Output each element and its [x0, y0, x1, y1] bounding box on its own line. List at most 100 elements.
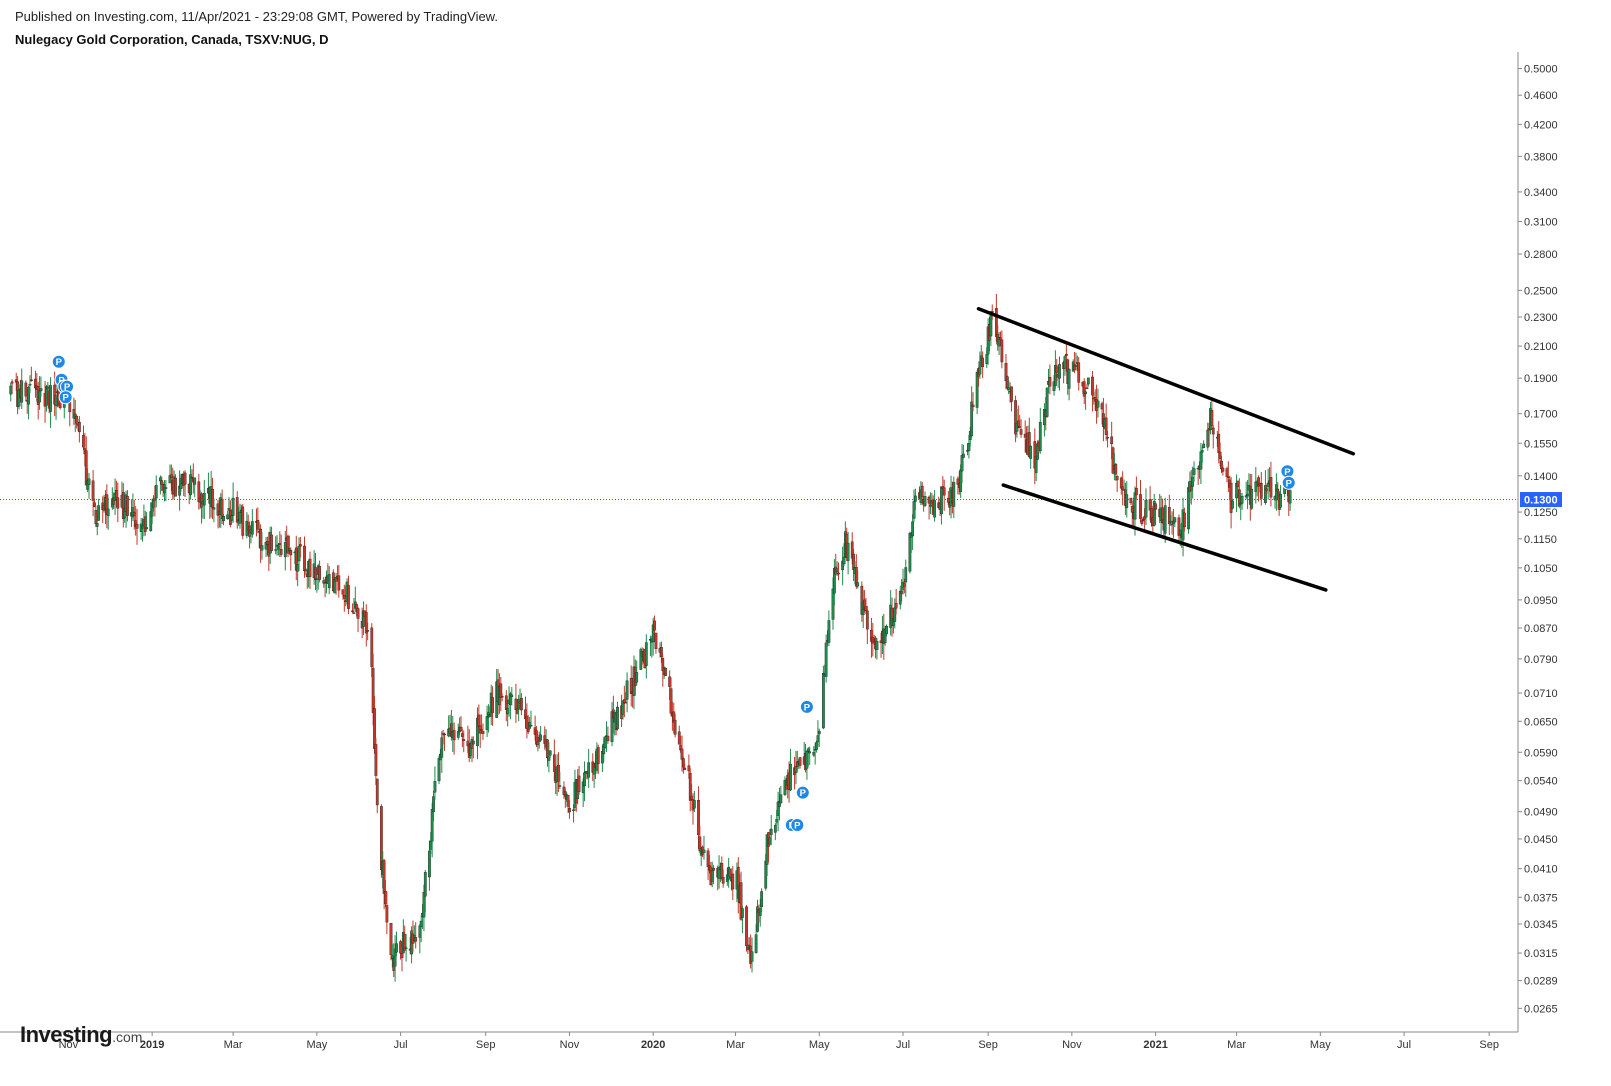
ohlc-bar [485, 705, 489, 737]
ohlc-bar [688, 768, 692, 812]
price-tick-label: 0.0710 [1524, 688, 1558, 700]
publication-marker[interactable]: P [790, 818, 805, 833]
ohlc-bar [20, 368, 24, 410]
ohlc-bar [49, 377, 52, 428]
ohlc-bar [568, 799, 571, 819]
ohlc-bar [728, 868, 732, 878]
ohlc-bar [1235, 474, 1238, 513]
ohlc-bar [423, 869, 427, 913]
price-tick-label: 0.1150 [1524, 534, 1557, 546]
chart-title: Nulegacy Gold Corporation, Canada, TSXV:… [15, 32, 329, 47]
ohlc-bar [577, 766, 581, 796]
ohlc-bar [1058, 356, 1061, 391]
ohlc-bar [374, 737, 378, 786]
current-price-value: 0.1300 [1524, 495, 1558, 507]
ohlc-bar [1152, 493, 1156, 527]
time-tick-label: 2020 [641, 1039, 665, 1051]
ohlc-bar [452, 722, 456, 755]
ohlc-bar [389, 922, 393, 961]
ohlc-bar [904, 559, 908, 597]
time-tick-label: May [1310, 1039, 1331, 1051]
ohlc-bar [677, 725, 681, 745]
ohlc-bar [942, 479, 946, 511]
ohlc-bar [303, 536, 306, 578]
publication-marker[interactable]: P [1281, 475, 1296, 490]
publication-marker[interactable]: P [1280, 464, 1295, 479]
ohlc-bar [481, 723, 485, 740]
ohlc-bar [1269, 461, 1273, 507]
ohlc-bar [385, 891, 389, 935]
ohlc-bar [189, 465, 192, 500]
ohlc-bar [546, 738, 549, 767]
price-tick-label: 0.1050 [1524, 563, 1558, 575]
time-axis[interactable]: Nov 2019 Mar May Jul Sep Nov 2020 Mar May Jul Sep No… [0, 1031, 1518, 1051]
ohlc-bar [1163, 497, 1167, 543]
ohlc-bar [894, 588, 898, 615]
ohlc-bar [1014, 395, 1017, 443]
ohlc-bar [1264, 470, 1267, 505]
ohlc-bar [154, 475, 158, 508]
ohlc-bar [145, 511, 149, 530]
ohlc-bar [1279, 485, 1282, 510]
ohlc-bar [1210, 399, 1214, 430]
ohlc-bar [610, 702, 614, 747]
price-tick-label: 0.0410 [1524, 864, 1558, 876]
publication-marker[interactable]: P [795, 785, 810, 800]
ohlc-bar [885, 624, 888, 637]
ohlc-bar [264, 537, 268, 557]
ohlc-bar [1029, 445, 1033, 469]
ohlc-bar [1048, 364, 1052, 395]
time-tick-label: 2019 [140, 1039, 164, 1051]
ohlc-bar [1139, 480, 1142, 523]
time-tick-label: Mar [726, 1039, 745, 1051]
price-tick-label: 0.5000 [1524, 64, 1558, 76]
ohlc-bar [975, 370, 979, 415]
price-tick-label: 0.0490 [1524, 807, 1558, 819]
ohlc-bar [587, 749, 591, 789]
publication-marker-label: P [804, 702, 811, 713]
ohlc-bar [231, 482, 235, 523]
time-tick-label: Sep [476, 1039, 496, 1051]
price-tick-label: 0.0950 [1524, 595, 1558, 607]
publication-marker[interactable]: P [58, 390, 73, 405]
trendline[interactable] [1001, 483, 1328, 592]
ohlc-bar [362, 601, 365, 635]
ohlc-bar [126, 490, 129, 522]
time-tick-label: Nov [1062, 1039, 1082, 1051]
ohlc-bar [639, 647, 643, 670]
ohlc-bar [1019, 419, 1023, 438]
price-axis[interactable]: 0.5000 0.4600 0.4200 0.3800 0.3400 0.3100 0.28… [1517, 52, 1562, 1032]
ohlc-bar [29, 366, 33, 382]
ohlc-bar [1231, 498, 1234, 510]
publication-marker[interactable]: P [51, 354, 66, 369]
ohlc-bar [837, 562, 840, 581]
trendline[interactable] [976, 307, 1356, 456]
published-info: Published on Investing.com, 11/Apr/2021 … [15, 9, 498, 24]
ohlc-bar [721, 869, 725, 888]
ohlc-bar [798, 756, 802, 769]
publication-marker[interactable]: P [799, 699, 814, 714]
ohlc-bar [279, 534, 283, 557]
price-tick-label: 0.0590 [1524, 747, 1558, 759]
ohlc-bar [1225, 466, 1229, 483]
time-tick-label: Jul [896, 1039, 910, 1051]
ohlc-bar [327, 565, 331, 595]
price-tick-label: 0.0650 [1524, 716, 1558, 728]
ohlc-bar [433, 766, 437, 800]
ohlc-bar [901, 568, 905, 595]
ohlc-bar [962, 444, 965, 459]
ohlc-bar [414, 922, 418, 949]
ohlc-bar [163, 480, 166, 502]
ohlc-bar [1275, 473, 1278, 511]
publication-markers-layer: PPPPPPPPPPP [51, 354, 1296, 833]
ohlc-bar [1266, 468, 1270, 500]
ohlc-bar [1257, 475, 1260, 502]
ohlc-bar [702, 835, 706, 860]
ohlc-bar [314, 552, 317, 590]
ohlc-bar [817, 728, 821, 747]
ohlc-bar [860, 581, 864, 622]
ohlc-bar [865, 605, 869, 645]
ohlc-bar [789, 748, 792, 792]
price-tick-label: 0.3400 [1524, 187, 1558, 199]
